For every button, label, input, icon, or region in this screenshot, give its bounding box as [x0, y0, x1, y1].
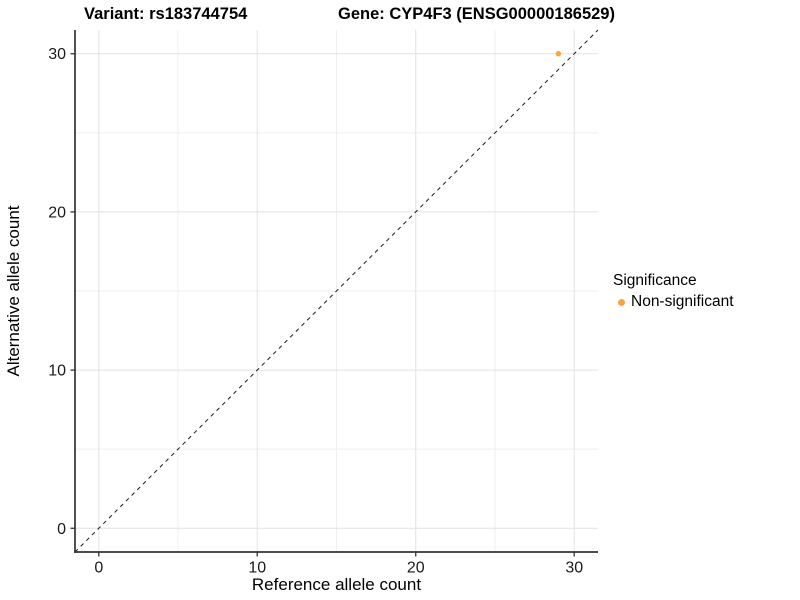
- y-tick-label: 10: [48, 363, 66, 380]
- axis-lines: [74, 30, 598, 553]
- y-tick-label: 0: [57, 521, 66, 538]
- plot-title-gene: Gene: CYP4F3 (ENSG00000186529): [338, 5, 615, 23]
- y-axis-title: Alternative allele count: [4, 205, 23, 377]
- identity-reference-line: [74, 29, 599, 553]
- legend-dot-icon: [618, 298, 625, 306]
- y-tick-label: 30: [48, 46, 66, 63]
- x-tick-label: 30: [565, 560, 583, 577]
- grid-major: [75, 30, 598, 552]
- x-axis-title: Reference allele count: [251, 575, 422, 594]
- tick-labels: 0 10 20 30 0 10 20 30: [48, 46, 583, 576]
- x-tick-label: 20: [407, 560, 425, 577]
- y-tick-label: 20: [48, 204, 66, 221]
- plot-title-variant: Variant: rs183744754: [84, 5, 248, 23]
- legend-item-label: Non-significant: [631, 293, 734, 310]
- tick-marks: [70, 53, 575, 557]
- legend-item-non-significant: Non-significant: [613, 293, 734, 311]
- x-tick-label: 10: [248, 560, 266, 577]
- x-tick-label: 0: [94, 560, 103, 577]
- legend-title: Significance: [613, 272, 697, 289]
- data-point: [555, 51, 562, 57]
- legend: Significance Non-significant: [613, 272, 734, 311]
- grid-minor: [75, 30, 598, 552]
